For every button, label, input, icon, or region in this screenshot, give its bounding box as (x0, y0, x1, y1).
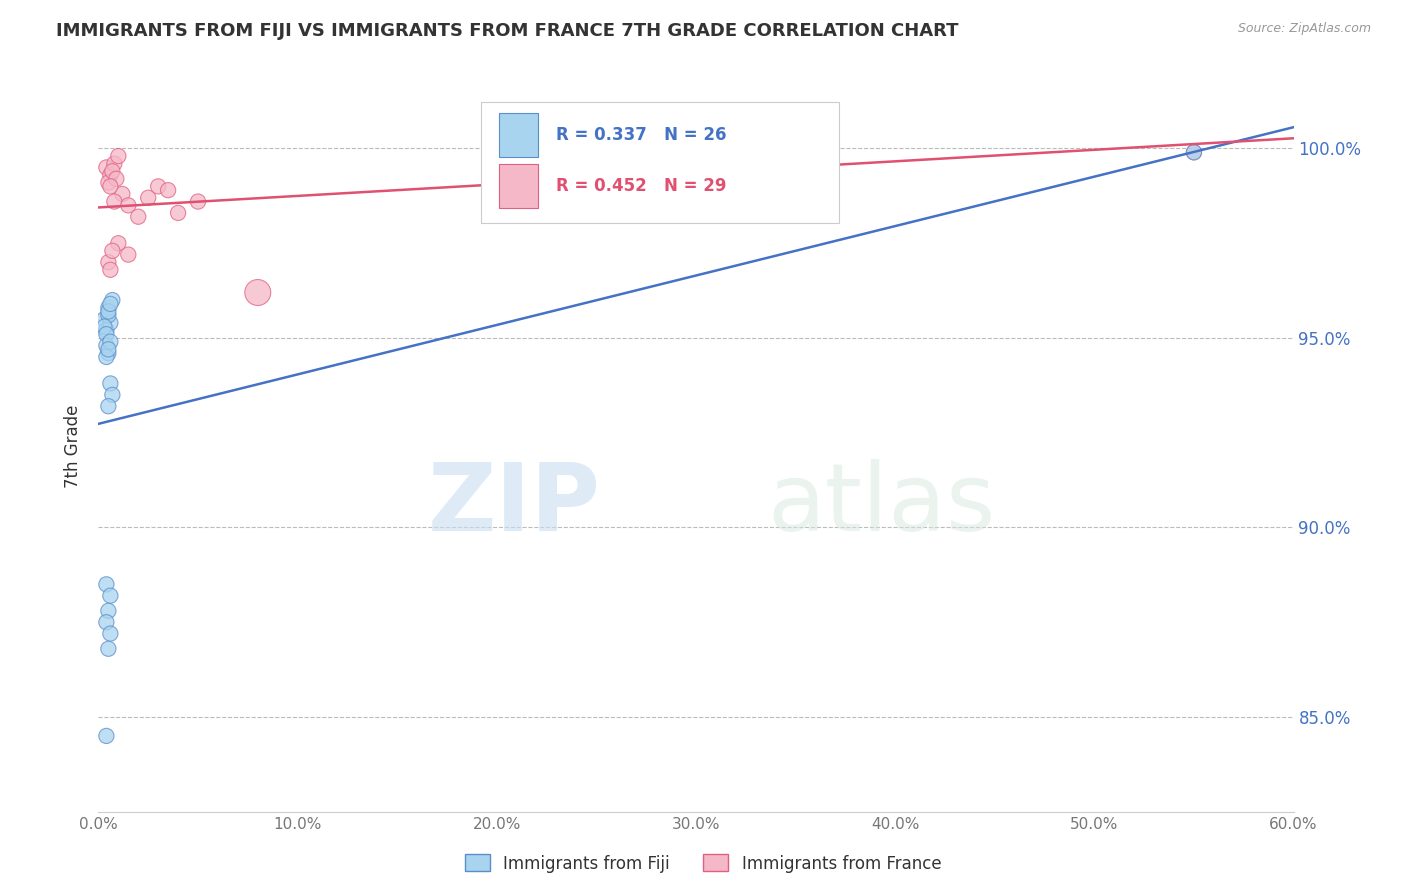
Point (96, 338, 118, 352)
Point (157, 183, 180, 197)
Point (98, 179, 122, 194)
Point (117, 247, 139, 261)
Point (96, 350, 118, 364)
Point (97, 641, 120, 656)
Text: atlas: atlas (768, 458, 995, 550)
Point (97, 308, 120, 322)
Point (101, 388, 124, 402)
Point (97, 399, 120, 413)
Point (96, 615, 118, 630)
Point (136, 191, 159, 205)
Point (97, 346, 120, 360)
Point (103, 156, 125, 170)
Point (98, 297, 122, 311)
Point (93, 312, 115, 326)
Point (96, 327, 118, 342)
Point (97, 304, 120, 318)
Text: R = 0.337   N = 26: R = 0.337 N = 26 (557, 126, 727, 145)
Point (724, 164, 747, 178)
Y-axis label: 7th Grade: 7th Grade (65, 404, 83, 488)
FancyBboxPatch shape (499, 113, 538, 157)
Point (246, 285, 269, 300)
Point (97, 301, 120, 315)
Point (101, 164, 124, 178)
Point (97, 255, 120, 269)
Point (98, 376, 122, 391)
Point (101, 293, 124, 307)
Point (98, 589, 122, 603)
Text: Source: ZipAtlas.com: Source: ZipAtlas.com (1237, 22, 1371, 36)
Point (98, 168, 122, 182)
Point (105, 171, 128, 186)
Point (117, 198, 139, 212)
Point (97, 343, 120, 357)
Point (187, 194, 209, 209)
Point (93, 319, 115, 334)
Point (97, 604, 120, 618)
Point (1182, 145, 1205, 160)
Point (98, 626, 122, 640)
Point (148, 179, 170, 194)
Text: R = 0.452   N = 29: R = 0.452 N = 29 (557, 178, 727, 195)
Point (103, 194, 125, 209)
Text: ZIP: ZIP (427, 458, 600, 550)
Point (685, 156, 707, 170)
Point (101, 244, 124, 258)
Point (98, 262, 122, 277)
FancyBboxPatch shape (481, 103, 839, 223)
Point (98, 316, 122, 330)
Point (585, 153, 607, 167)
Point (96, 729, 118, 743)
Point (127, 210, 149, 224)
Point (96, 323, 118, 337)
Point (98, 334, 122, 349)
Point (107, 236, 129, 251)
Legend: Immigrants from Fiji, Immigrants from France: Immigrants from Fiji, Immigrants from Fr… (458, 847, 948, 880)
Point (1182, 145, 1205, 160)
Point (111, 186, 134, 201)
Point (97, 176, 120, 190)
Text: IMMIGRANTS FROM FIJI VS IMMIGRANTS FROM FRANCE 7TH GRADE CORRELATION CHART: IMMIGRANTS FROM FIJI VS IMMIGRANTS FROM … (56, 22, 959, 40)
Point (626, 161, 648, 175)
Point (485, 168, 508, 182)
Point (107, 149, 129, 163)
Point (167, 206, 190, 220)
FancyBboxPatch shape (499, 164, 538, 209)
Point (96, 577, 118, 591)
Point (96, 161, 118, 175)
